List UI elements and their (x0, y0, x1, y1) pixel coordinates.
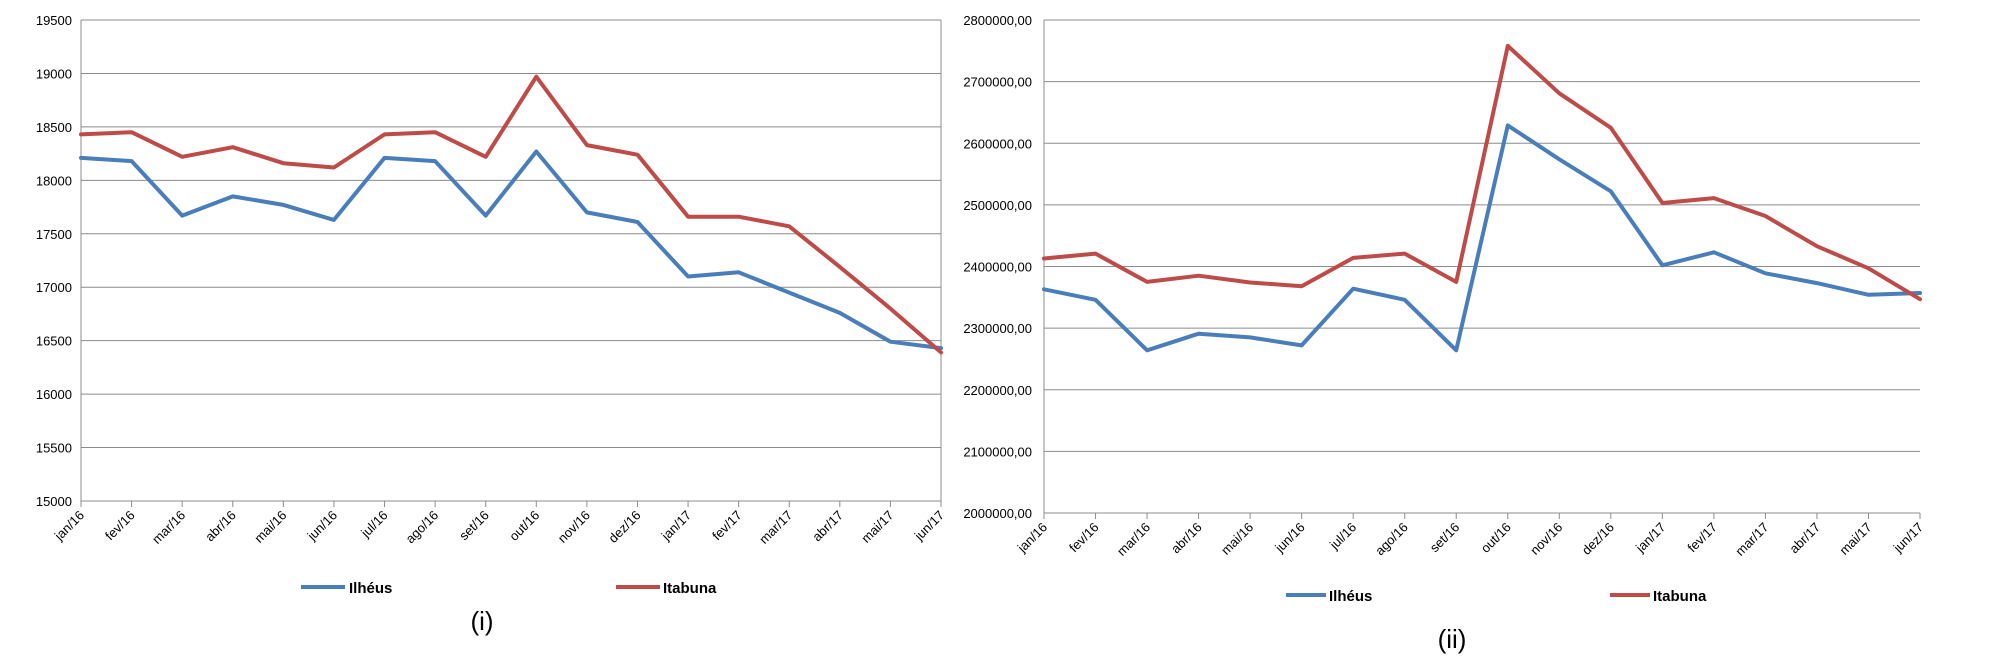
y-tick-label: 2300000,00 (963, 321, 1032, 336)
x-tick-label: jul/16 (357, 508, 390, 541)
x-tick-label: jun/16 (304, 508, 340, 544)
y-tick-label: 19000 (36, 66, 72, 81)
y-tick-label: 15000 (36, 494, 72, 509)
y-tick-label: 19500 (36, 13, 72, 28)
x-tick-label: mar/17 (756, 508, 795, 547)
legend-label: Itabuna (663, 580, 717, 597)
y-tick-label: 16500 (36, 334, 72, 349)
x-tick-label: abr/16 (1168, 520, 1205, 557)
x-tick-label: abr/17 (1786, 520, 1823, 557)
x-tick-label: jan/17 (1632, 520, 1668, 556)
x-tick-label: fev/16 (1066, 520, 1102, 556)
x-tick-label: mai/17 (1836, 520, 1874, 558)
y-tick-label: 17000 (36, 280, 72, 295)
chart-caption: (ii) (1438, 624, 1467, 654)
y-tick-label: 17500 (36, 227, 72, 242)
y-tick-label: 2100000,00 (963, 444, 1032, 459)
x-tick-label: mai/16 (1218, 520, 1256, 558)
x-tick-label: mar/16 (1114, 520, 1153, 559)
y-tick-label: 2600000,00 (963, 136, 1032, 151)
series-line-itabuna (79, 74, 943, 355)
x-tick-label: out/16 (506, 508, 542, 544)
x-tick-label: fev/17 (709, 508, 745, 544)
series-line-ilheus (79, 149, 943, 351)
x-tick-label: nov/16 (1527, 520, 1565, 558)
chart-2: 2000000,00 2100000,00 2200000,00 2300000,00… (963, 13, 1926, 654)
y-tick-label: 2400000,00 (963, 260, 1032, 275)
x-tick-label: nov/16 (555, 508, 593, 546)
x-tick-label: jun/16 (1271, 520, 1307, 556)
legend-label: Ilhéus (1329, 588, 1372, 605)
x-tick-label: fev/17 (1684, 520, 1720, 556)
x-tick-label: mar/17 (1732, 520, 1771, 559)
y-tick-label: 18500 (36, 120, 72, 135)
x-tick-label: abr/16 (202, 508, 239, 545)
y-tick-label: 2000000,00 (963, 506, 1032, 521)
x-tick-label: jul/16 (1326, 520, 1359, 553)
legend-label: Ilhéus (349, 580, 392, 597)
x-tick-label: mar/16 (149, 508, 188, 547)
y-tick-label: 2500000,00 (963, 198, 1032, 213)
y-tick-label: 18000 (36, 173, 72, 188)
chart-caption: (i) (470, 606, 493, 636)
x-tick-label: dez/16 (1579, 520, 1617, 558)
y-tick-label: 2700000,00 (963, 75, 1032, 90)
x-tick-label: dez/16 (605, 508, 643, 546)
y-tick-label: 2800000,00 (963, 13, 1032, 28)
x-tick-label: abr/17 (809, 508, 846, 545)
legend-label: Itabuna (1653, 588, 1707, 605)
x-tick-label: jan/16 (51, 508, 87, 544)
x-tick-label: jun/17 (911, 508, 947, 544)
x-tick-label: mai/17 (858, 508, 896, 546)
series-line-ilheus (1042, 123, 1922, 353)
x-tick-label: jan/17 (658, 508, 694, 544)
x-tick-label: ago/16 (403, 508, 442, 547)
series-line-itabuna (1042, 43, 1922, 302)
x-tick-label: out/16 (1478, 520, 1514, 556)
y-tick-label: 2200000,00 (963, 383, 1032, 398)
y-tick-label: 15500 (36, 441, 72, 456)
x-tick-label: fev/16 (102, 508, 138, 544)
x-tick-label: jan/16 (1014, 520, 1050, 556)
x-tick-label: ago/16 (1372, 520, 1411, 559)
chart-1: 15000 15500 16000 16500 17000 17500 18000 18500… (36, 13, 947, 636)
x-tick-label: set/16 (456, 508, 492, 544)
x-tick-label: jun/17 (1890, 520, 1926, 556)
y-tick-label: 16000 (36, 387, 72, 402)
x-tick-label: mai/16 (251, 508, 289, 546)
x-tick-label: set/16 (1427, 520, 1463, 556)
